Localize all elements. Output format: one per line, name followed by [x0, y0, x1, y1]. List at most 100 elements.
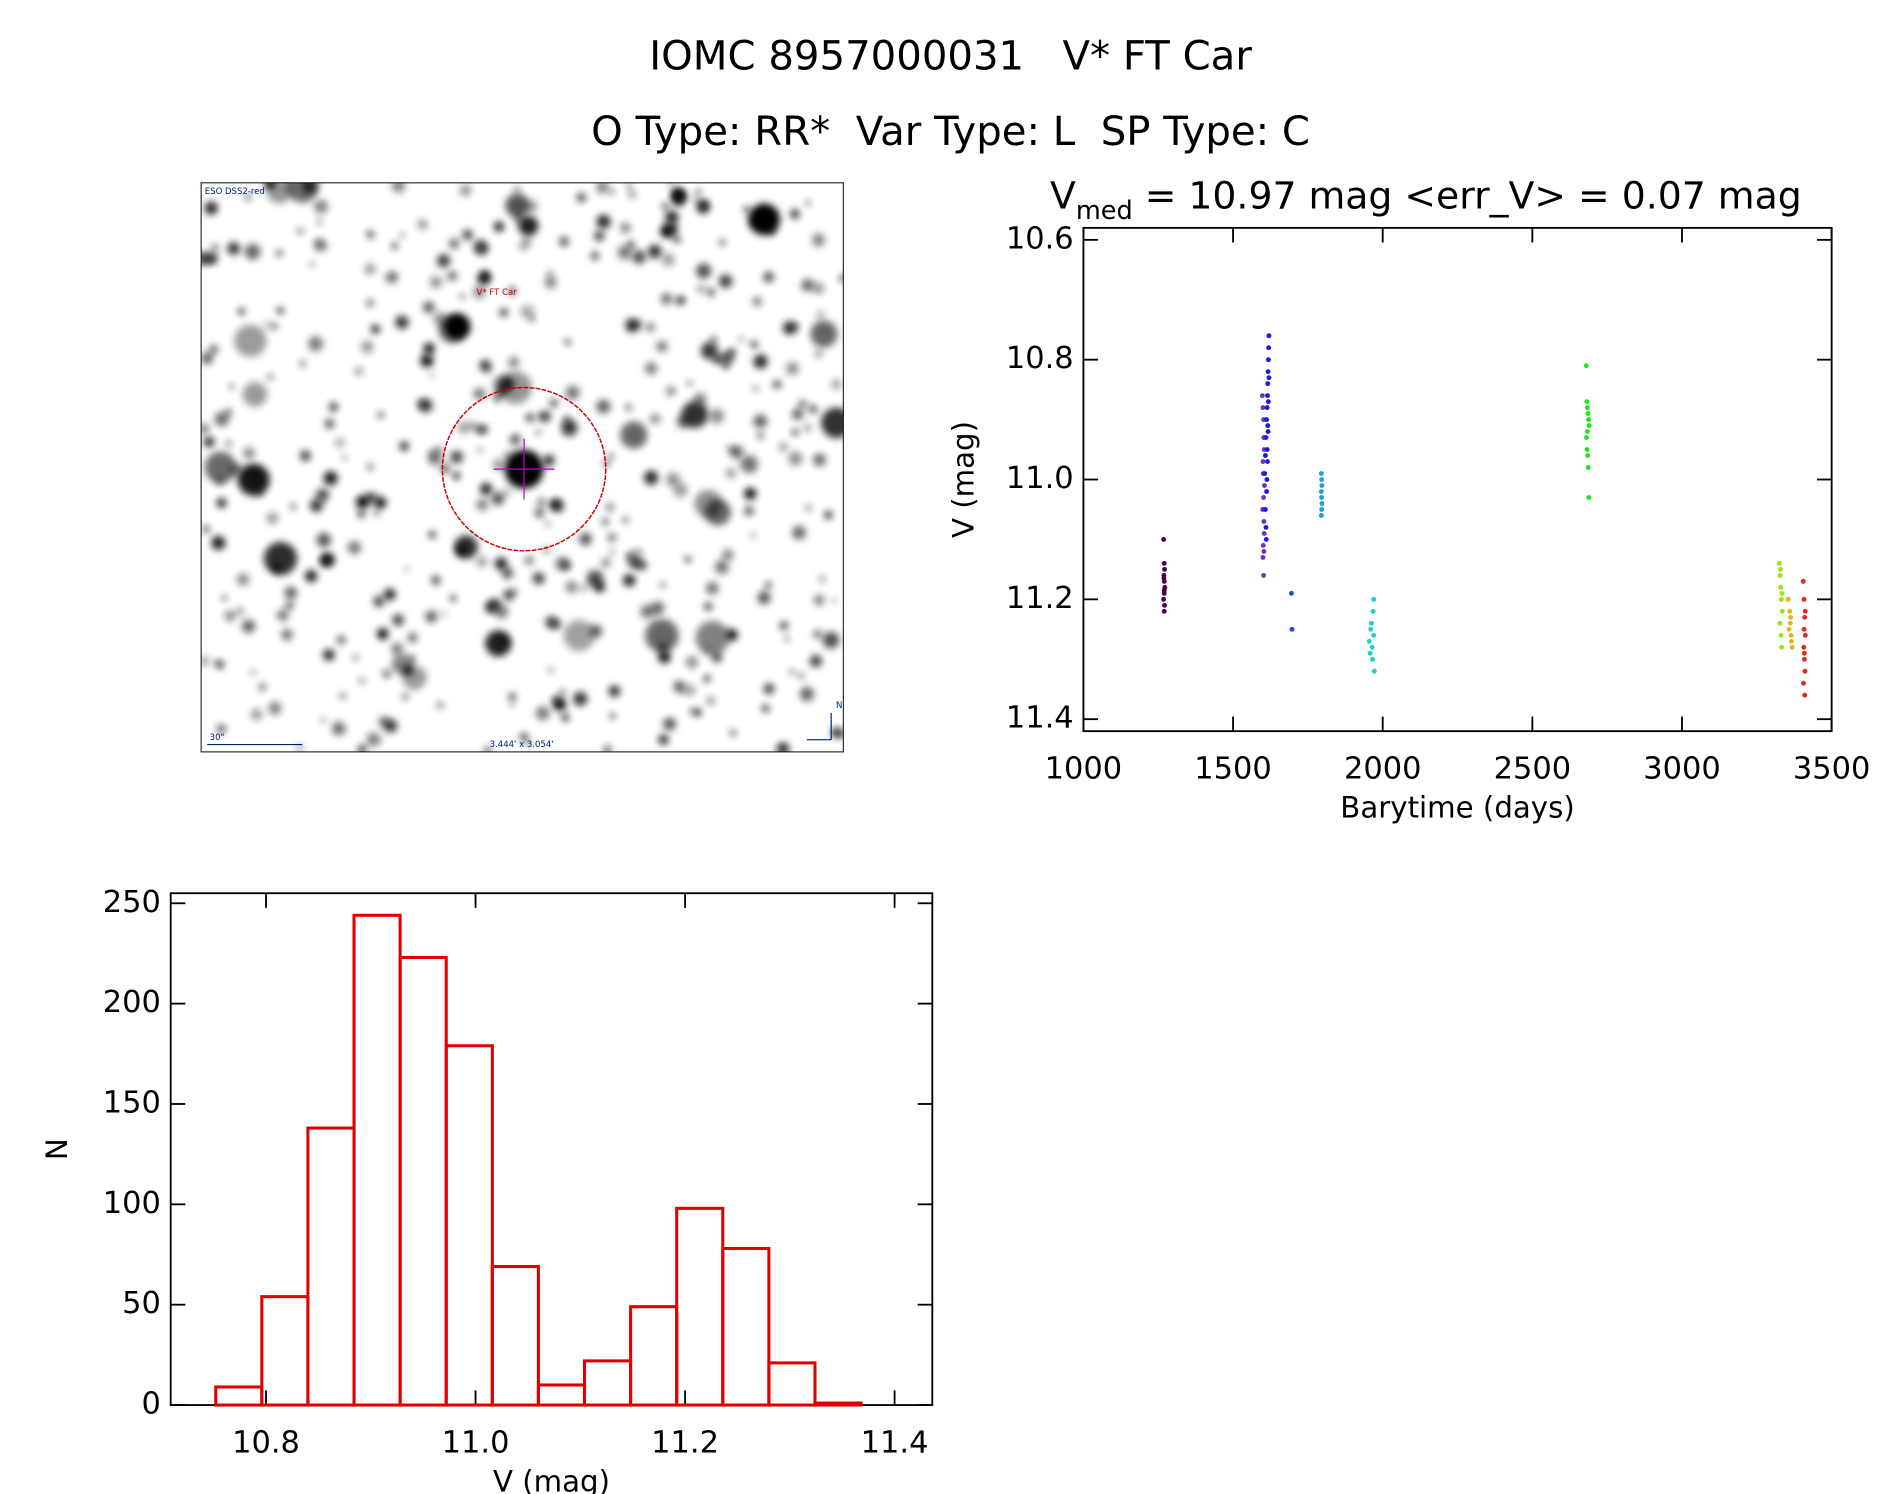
star: [229, 384, 235, 390]
data-point: [1259, 393, 1265, 399]
star: [784, 635, 790, 642]
star: [818, 575, 827, 583]
star: [545, 616, 558, 629]
star: [501, 378, 515, 392]
data-point: [1318, 489, 1324, 494]
data-point: [1369, 644, 1375, 650]
y-tick-label: 11.0: [1006, 461, 1074, 496]
star: [664, 210, 679, 225]
star: [317, 219, 323, 225]
star: [550, 399, 558, 407]
star: [376, 628, 389, 640]
star: [695, 620, 730, 655]
star: [632, 250, 647, 264]
star: [646, 323, 655, 332]
star: [520, 732, 529, 742]
data-point: [1802, 668, 1808, 674]
star: [525, 199, 538, 213]
north-label: N: [836, 701, 842, 711]
star: [647, 244, 662, 259]
star: [243, 447, 255, 460]
star: [672, 191, 684, 202]
star: [666, 472, 680, 487]
star: [391, 642, 404, 655]
plot-frame: [169, 892, 934, 1406]
data-point: [1162, 566, 1167, 572]
star: [484, 601, 497, 614]
star: [692, 197, 699, 204]
data-point: [1266, 333, 1272, 339]
x-tick-label: 3500: [1793, 752, 1871, 787]
star: [224, 610, 236, 622]
star: [452, 472, 460, 480]
fov-label: 3.444' x 3.054': [490, 740, 554, 750]
star: [493, 221, 505, 232]
star: [357, 745, 367, 752]
star: [590, 251, 600, 261]
x-tick-label: 11.2: [651, 1426, 719, 1461]
data-point: [1370, 608, 1376, 614]
star: [539, 410, 552, 423]
data-point: [1778, 596, 1784, 602]
star: [417, 219, 428, 230]
y-tick-label: 250: [103, 885, 161, 920]
star: [425, 610, 438, 623]
star: [201, 352, 214, 365]
star: [765, 582, 772, 589]
star: [576, 192, 586, 203]
star: [763, 271, 774, 283]
star: [659, 643, 667, 651]
star: [392, 614, 405, 626]
sky-image: ESO DSS2-red V* FT Car 30" 3.444' x 3.05…: [200, 182, 844, 753]
star: [234, 324, 267, 358]
star: [276, 250, 283, 257]
star: [492, 458, 504, 471]
data-point: [1584, 429, 1590, 435]
star: [314, 199, 328, 214]
star: [757, 591, 771, 605]
star: [788, 451, 803, 466]
page-subtitle: O Type: RR* Var Type: L SP Type: C: [591, 109, 1310, 155]
star: [322, 649, 335, 661]
star: [629, 191, 636, 198]
star: [561, 713, 569, 722]
star: [514, 186, 520, 193]
histogram-bar: [675, 1206, 725, 1407]
data-point: [1162, 602, 1167, 608]
star: [494, 557, 508, 570]
histogram-bar: [721, 1246, 771, 1407]
data-point: [1261, 531, 1267, 536]
star: [776, 742, 790, 752]
star: [342, 454, 348, 460]
star: [210, 243, 220, 253]
star: [711, 652, 723, 663]
data-point: [1778, 584, 1784, 590]
star: [299, 360, 307, 367]
star: [236, 607, 245, 616]
star: [503, 488, 512, 496]
star: [789, 208, 800, 220]
x-axis-label: Barytime (days): [1340, 791, 1574, 825]
star: [214, 412, 229, 427]
histogram-bar: [260, 1295, 310, 1407]
data-point: [1371, 632, 1377, 638]
star: [256, 488, 264, 497]
star: [449, 450, 464, 464]
star: [738, 336, 745, 343]
star: [522, 236, 532, 246]
star: [696, 284, 706, 294]
y-tick-label: 11.2: [1006, 581, 1074, 616]
star: [565, 385, 580, 400]
data-point: [1584, 399, 1590, 405]
data-point: [1318, 471, 1324, 476]
star: [366, 299, 375, 307]
star: [555, 556, 570, 571]
star: [804, 504, 812, 512]
star: [285, 601, 294, 610]
star: [773, 380, 782, 389]
star: [601, 518, 610, 526]
star: [443, 313, 471, 340]
star: [831, 379, 842, 390]
star: [684, 556, 691, 563]
